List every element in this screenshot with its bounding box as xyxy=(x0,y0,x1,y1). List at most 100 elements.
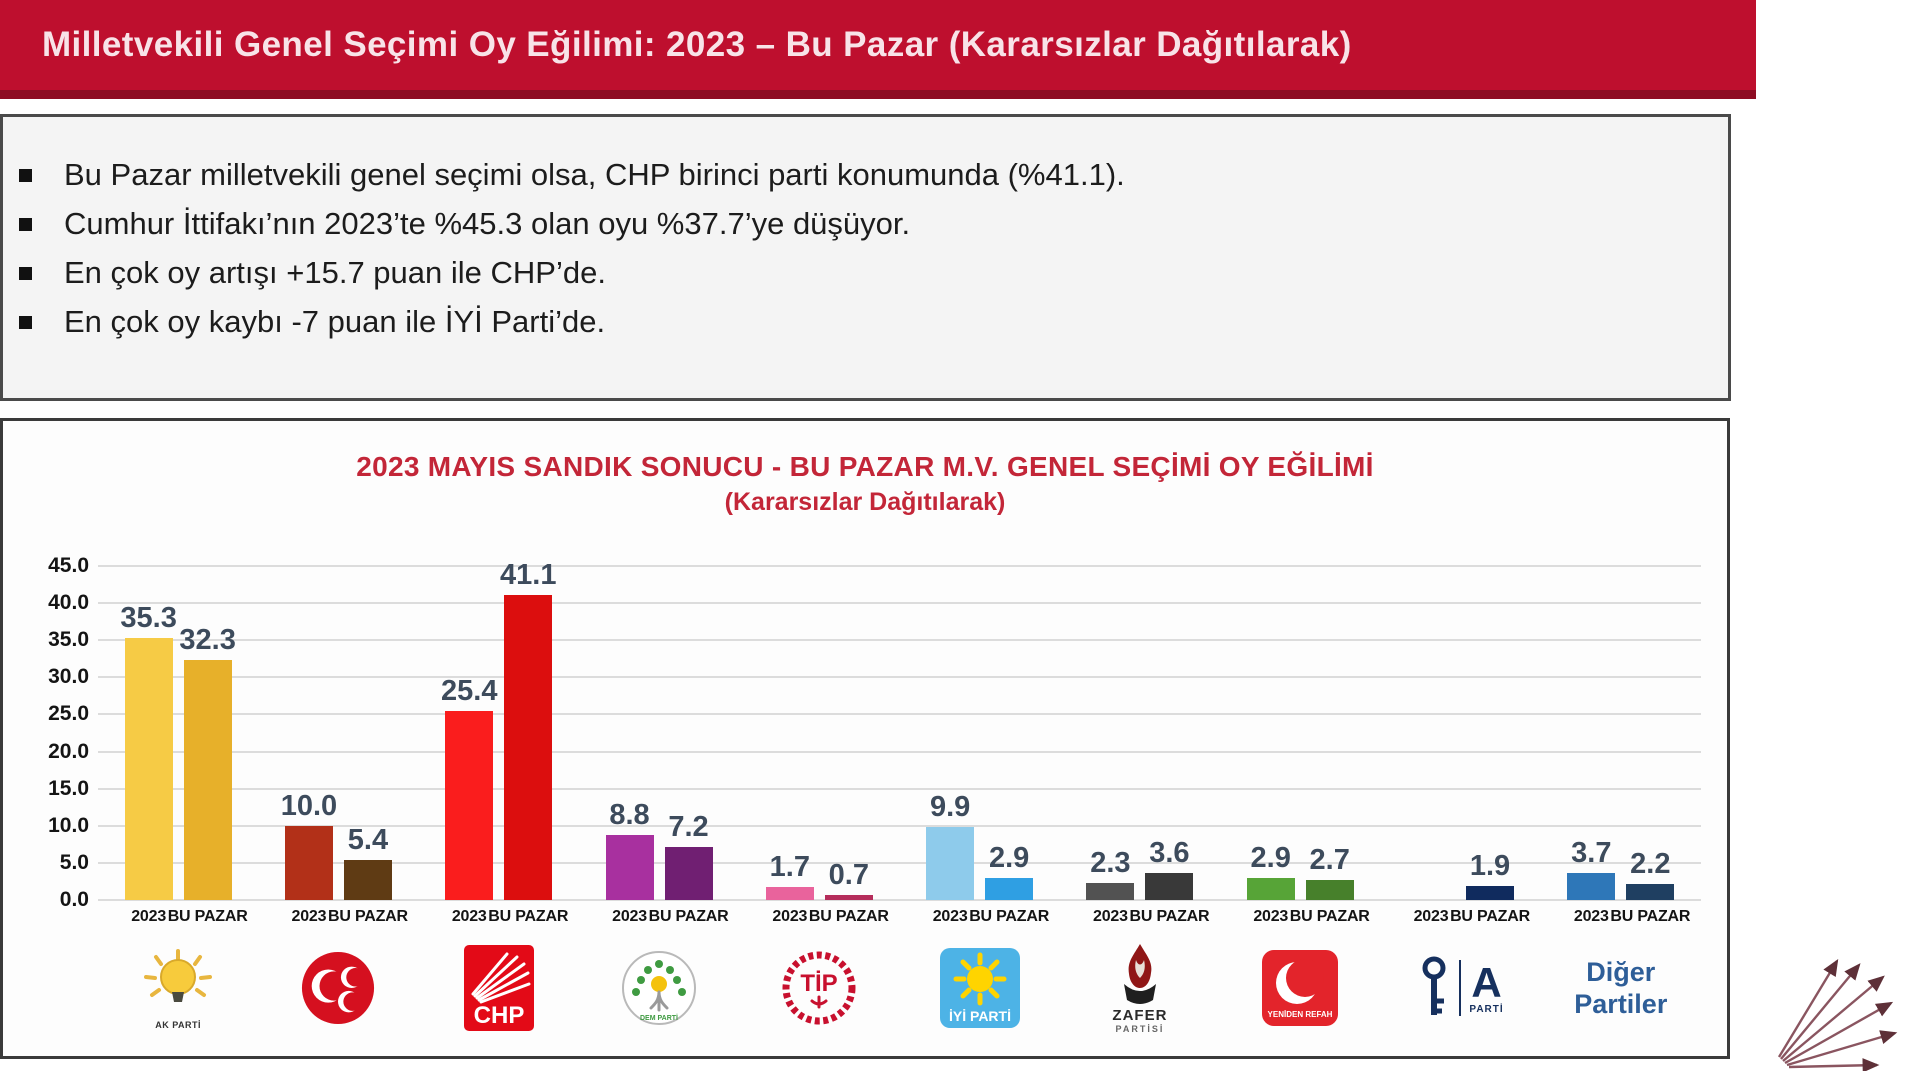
bar xyxy=(765,887,814,900)
header-banner: Milletvekili Genel Seçimi Oy Eğilimi: 20… xyxy=(0,0,1756,99)
bar xyxy=(1466,885,1515,900)
bar-pair: 1.7 0.7 xyxy=(765,566,873,900)
svg-text:CHP: CHP xyxy=(473,1002,524,1029)
arrow-fan-icon xyxy=(1777,958,1898,1073)
party-logo: AK PARTİ xyxy=(142,936,214,1040)
bar-slot: 2.7 xyxy=(1305,844,1354,900)
y-tick-label: 10.0 xyxy=(48,813,89,837)
gridline xyxy=(98,861,1701,864)
bullet-text: En çok oy artışı +15.7 puan ile CHP’de. xyxy=(64,255,606,290)
x-tick-label: 2023 xyxy=(451,908,487,925)
x-tick-row: 2023 BU PAZAR xyxy=(766,908,889,926)
x-tick-label: BU PAZAR xyxy=(1289,908,1370,925)
bullet-text: Cumhur İttifakı’nın 2023’te %45.3 olan o… xyxy=(64,206,911,241)
bar-value-label: 2.9 xyxy=(1250,842,1291,875)
bar-pair: 35.3 32.3 xyxy=(120,566,236,900)
bar-value-label: 1.9 xyxy=(1469,849,1511,882)
bar-slot: 2.3 xyxy=(1086,846,1135,900)
bar-group: 3.7 2.2 2023 BU PAZAR Diğer Partiler xyxy=(1541,566,1701,1040)
x-tick-label: 2023 xyxy=(612,908,647,925)
gridline xyxy=(98,750,1701,753)
bar-slot: 2.2 xyxy=(1626,847,1675,900)
dem-logo-icon: DEM PARTİ xyxy=(622,951,697,1025)
x-tick-row: 2023 BU PAZAR xyxy=(125,908,248,926)
bar-value-label: 2.9 xyxy=(988,842,1030,875)
chart-subtitle: (Kararsızlar Dağıtılarak) xyxy=(724,488,1006,516)
party-logo: CHP xyxy=(463,936,535,1040)
bar xyxy=(605,834,654,900)
party-logo: DEM PARTİ xyxy=(621,936,697,1040)
bullet-text: Bu Pazar milletvekili genel seçimi olsa,… xyxy=(64,157,1125,192)
party-logo: ZAFER PARTİSİ xyxy=(1110,936,1170,1040)
party-logo xyxy=(300,936,376,1040)
bar-pair: 9.9 2.9 xyxy=(926,566,1034,900)
bar-value-label: 1.7 xyxy=(769,851,810,884)
x-tick-label: BU PAZAR xyxy=(648,908,729,925)
bar xyxy=(1567,872,1616,900)
bar xyxy=(343,859,392,900)
bar-value-label: 41.1 xyxy=(500,558,557,591)
party-logo: TİP xyxy=(780,936,858,1040)
bar-pair: 2.3 3.6 xyxy=(1086,566,1194,900)
x-tick-row: 2023 BU PAZAR xyxy=(1407,908,1531,926)
bar-slot: 5.4 xyxy=(343,823,392,900)
y-tick-label: 30.0 xyxy=(48,665,89,689)
bar-slot: 3.6 xyxy=(1145,837,1194,900)
bar-slot: 0.7 xyxy=(824,859,873,900)
x-tick-label: BU PAZAR xyxy=(1610,908,1691,925)
bar-value-label: 35.3 xyxy=(120,602,177,634)
bar xyxy=(1305,879,1354,900)
gridline xyxy=(98,787,1701,790)
anahtar-caption: PARTİ xyxy=(1469,1003,1504,1015)
bar xyxy=(183,660,232,900)
y-tick-label: 25.0 xyxy=(48,702,89,726)
bullet-item: En çok oy artışı +15.7 puan ile CHP’de. xyxy=(19,255,1708,291)
bar-slot: 10.0 xyxy=(281,790,337,900)
svg-text:İYİ PARTİ: İYİ PARTİ xyxy=(949,1008,1011,1024)
party-logo: İYİ PARTİ xyxy=(939,936,1021,1040)
bar-slot: 8.8 xyxy=(605,798,654,900)
bar-value-label: 9.9 xyxy=(929,790,971,823)
y-tick-label: 15.0 xyxy=(48,776,89,800)
chart-panel: 2023 MAYIS SANDIK SONUCU - BU PAZAR M.V.… xyxy=(0,418,1730,1059)
bullet-item: En çok oy kaybı -7 puan ile İYİ Parti’de… xyxy=(19,304,1708,340)
x-tick-label: BU PAZAR xyxy=(328,908,408,925)
x-tick-label: 2023 xyxy=(1413,908,1449,925)
bar-value-label: 7.2 xyxy=(668,810,709,843)
iyi-logo-icon: İYİ PARTİ xyxy=(939,948,1020,1028)
bar xyxy=(926,826,975,900)
bar-value-label: 2.3 xyxy=(1090,846,1131,879)
gridline xyxy=(98,713,1701,716)
bar-slot: 25.4 xyxy=(441,675,497,900)
gridline xyxy=(98,899,1701,901)
x-tick-row: 2023 BU PAZAR xyxy=(285,908,409,926)
x-tick-label: BU PAZAR xyxy=(808,908,889,925)
bar xyxy=(1086,882,1135,900)
x-tick-row: 2023 BU PAZAR xyxy=(1247,908,1370,926)
bar-slot: 41.1 xyxy=(500,559,556,900)
bar xyxy=(445,711,494,900)
anahtar-letter: A xyxy=(1471,958,1502,1006)
party-logo: Diğer Partiler xyxy=(1574,936,1667,1040)
gridline xyxy=(98,565,1701,567)
y-tick-label: 5.0 xyxy=(59,850,89,874)
bar-value-label: 8.8 xyxy=(609,798,650,831)
akp-logo: AK PARTİ xyxy=(142,947,214,1030)
anahtar-text: A PARTİ xyxy=(1469,958,1504,1015)
akp-logo-icon xyxy=(144,948,213,1002)
x-tick-label: 2023 xyxy=(291,908,327,925)
bar-value-label: 2.2 xyxy=(1630,847,1671,880)
bullet-item: Cumhur İttifakı’nın 2023’te %45.3 olan o… xyxy=(19,206,1708,242)
akp-caption: AK PARTİ xyxy=(155,1019,202,1030)
gridline xyxy=(98,676,1701,679)
bar-group: 25.4 41.1 2023 BU PAZAR CHP xyxy=(419,559,579,1040)
zafer-caption-1: ZAFER xyxy=(1112,1007,1168,1024)
y-tick-label: 40.0 xyxy=(48,591,89,615)
chart-title: 2023 MAYIS SANDIK SONUCU - BU PAZAR M.V.… xyxy=(356,451,1374,482)
bar-group: 9.9 2.9 2023 BU PAZAR İYİ PARTİ xyxy=(899,566,1059,1040)
bar-slot: 7.2 xyxy=(664,810,713,900)
svg-text:TİP: TİP xyxy=(801,970,838,997)
key-icon xyxy=(1422,956,1446,1015)
bar-value-label: 5.4 xyxy=(347,823,389,856)
bar xyxy=(1626,883,1675,900)
